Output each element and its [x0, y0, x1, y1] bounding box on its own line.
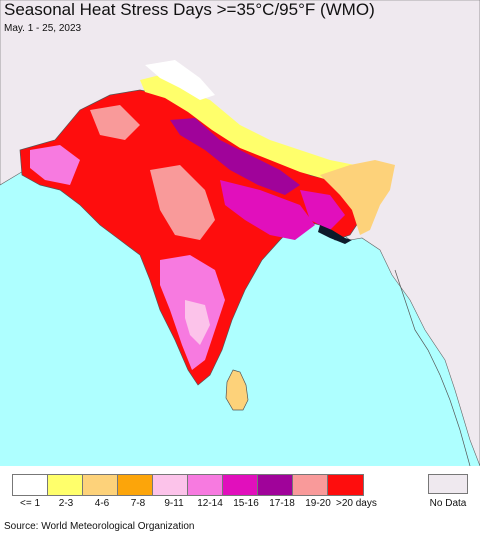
legend-label-5: 12-14 [197, 498, 223, 509]
patch-salmon-nw [90, 105, 140, 140]
legend-label-3: 7-8 [130, 498, 146, 509]
legend-swatch-6 [223, 475, 258, 495]
legend-label-6: 15-16 [233, 498, 259, 509]
legend-swatch-3 [118, 475, 153, 495]
legend-swatch-8 [293, 475, 328, 495]
legend-swatch-0 [13, 475, 48, 495]
legend-label-7: 17-18 [269, 498, 295, 509]
legend-swatch-5 [188, 475, 223, 495]
legend-labels: <= 1 2-3 4-6 7-8 9-11 12-14 15-16 17-18 … [12, 498, 377, 509]
legend-label-4: 9-11 [164, 498, 184, 509]
legend-nodata-swatch [428, 474, 468, 494]
sri-lanka [225, 369, 249, 411]
legend-nodata-label: No Data [429, 498, 467, 509]
source-credit: Source: World Meteorological Organizatio… [4, 521, 195, 532]
legend-label-8: 19-20 [305, 498, 331, 509]
map-title: Seasonal Heat Stress Days >=35°C/95°F (W… [4, 0, 375, 19]
legend-swatch-9 [328, 475, 363, 495]
map-subtitle: May. 1 - 25, 2023 [4, 23, 82, 34]
coast-bengal [318, 225, 352, 244]
map [0, 0, 480, 466]
patch-magenta-east [300, 190, 345, 230]
patch-lightpink-south [185, 300, 210, 345]
patch-magenta-central [220, 180, 315, 240]
northeast-orange [320, 160, 395, 235]
coast-se-asia [394, 269, 471, 466]
legend-label-1: 2-3 [58, 498, 74, 509]
patch-purple-north [170, 118, 300, 195]
north-white [145, 60, 215, 100]
south-asia-map [0, 0, 480, 466]
legend-swatch-7 [258, 475, 293, 495]
north-band-yellow [140, 75, 370, 190]
legend-label-0: <= 1 [19, 498, 41, 509]
legend [12, 474, 364, 496]
legend-label-9: >20 days [336, 498, 377, 509]
legend-swatch-2 [83, 475, 118, 495]
patch-pink-west [30, 145, 80, 185]
legend-label-2: 4-6 [94, 498, 110, 509]
patch-salmon-center [150, 165, 215, 240]
legend-swatch-1 [48, 475, 83, 495]
legend-swatch-4 [153, 475, 188, 495]
